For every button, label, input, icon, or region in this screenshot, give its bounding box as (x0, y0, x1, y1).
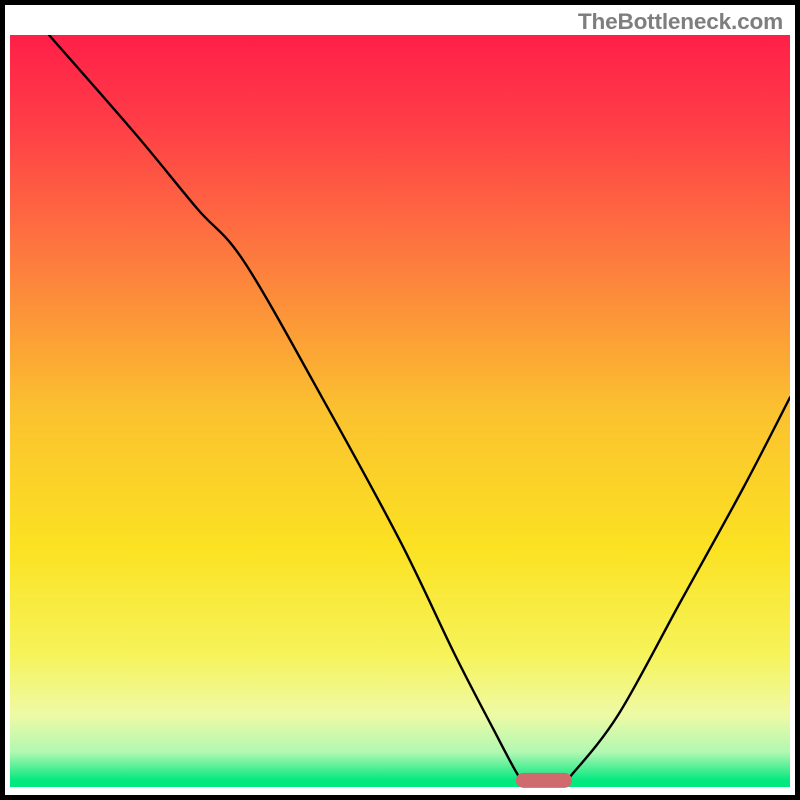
optimal-range-marker (516, 773, 572, 787)
plot-area (10, 35, 790, 790)
bottleneck-curve-path (49, 35, 790, 781)
watermark-label: TheBottleneck.com (578, 9, 783, 35)
curve-svg (10, 35, 790, 790)
chart-frame: TheBottleneck.com (0, 0, 800, 800)
